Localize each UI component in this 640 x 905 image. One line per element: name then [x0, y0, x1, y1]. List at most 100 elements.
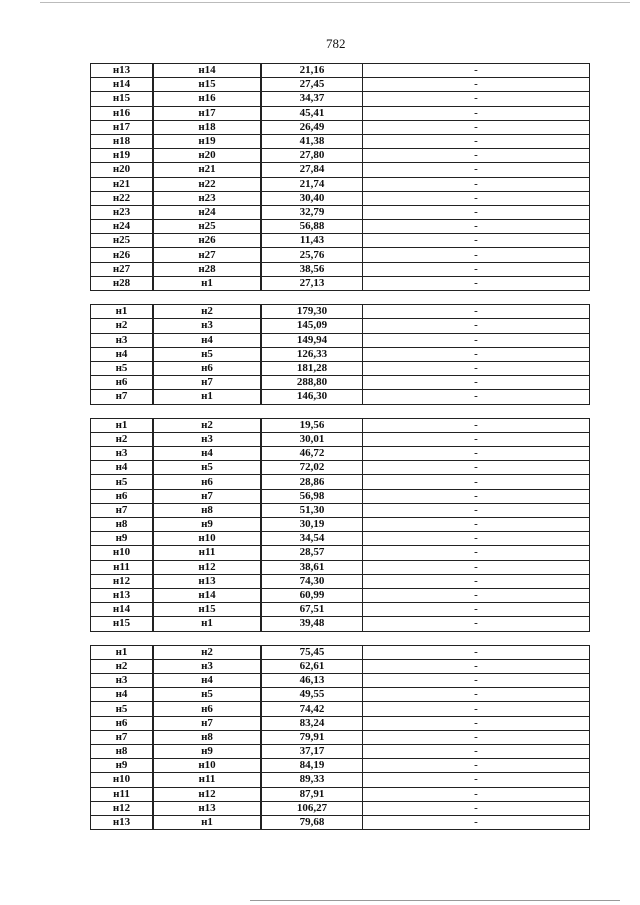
length-cell: 84,19	[260, 758, 363, 774]
length-cell: 32,79	[260, 204, 363, 221]
value-cell: -	[362, 91, 590, 107]
length-cell: 181,28	[260, 360, 363, 377]
point-to-cell: н1	[152, 814, 262, 831]
table-row: н20 н21 27,84-	[90, 162, 590, 178]
point-from-cell: н13	[90, 814, 154, 831]
value-cell: -	[362, 119, 590, 135]
value-cell: -	[362, 148, 590, 164]
length-cell: 27,80	[260, 148, 363, 164]
point-to-cell: н6	[152, 474, 262, 490]
point-from-cell: н6	[90, 488, 154, 504]
table-row: н5 н6 74,42-	[90, 701, 590, 717]
length-cell: 30,19	[260, 516, 363, 533]
value-cell: -	[362, 729, 590, 746]
value-cell: -	[362, 814, 590, 831]
point-from-cell: н14	[90, 77, 154, 93]
table-row: н7 н1 146,30-	[90, 389, 590, 405]
point-from-cell: н3	[90, 446, 154, 462]
length-cell: 67,51	[260, 602, 363, 618]
table-row: н25 н26 11,43-	[90, 233, 590, 249]
table-row: н8 н9 37,17-	[90, 743, 590, 760]
length-cell: 30,01	[260, 431, 363, 448]
point-to-cell: н14	[152, 62, 262, 79]
length-cell: 38,61	[260, 559, 363, 575]
point-from-cell: н1	[90, 417, 154, 433]
point-from-cell: н4	[90, 460, 154, 476]
point-to-cell: н4	[152, 332, 262, 348]
point-to-cell: н7	[152, 715, 262, 731]
table-row: н12 н13 74,30-	[90, 573, 590, 589]
table-row: н15 н16 34,37-	[90, 91, 590, 107]
point-from-cell: н8	[90, 516, 154, 533]
point-from-cell: н18	[90, 133, 154, 150]
point-to-cell: н15	[152, 602, 262, 618]
point-from-cell: н13	[90, 587, 154, 604]
value-cell: -	[362, 332, 590, 348]
length-cell: 72,02	[260, 460, 363, 476]
length-cell: 27,13	[260, 275, 363, 292]
point-to-cell: н25	[152, 219, 262, 235]
length-cell: 89,33	[260, 772, 363, 788]
point-to-cell: н2	[152, 417, 262, 433]
length-cell: 56,98	[260, 488, 363, 504]
point-to-cell: н1	[152, 389, 262, 405]
length-cell: 11,43	[260, 233, 363, 249]
length-cell: 19,56	[260, 417, 363, 433]
point-to-cell: н26	[152, 233, 262, 249]
length-cell: 39,48	[260, 616, 363, 632]
table-row: н12 н13 106,27-	[90, 800, 590, 816]
point-to-cell: н27	[152, 247, 262, 263]
value-cell: -	[362, 219, 590, 235]
table-row: н7 н8 51,30-	[90, 502, 590, 519]
separator-cell	[90, 403, 590, 419]
table-row: н5 н6 181,28-	[90, 360, 590, 377]
table-row: н9 н10 34,54-	[90, 531, 590, 547]
point-to-cell: н7	[152, 375, 262, 391]
table-row: н1 н2 75,45-	[90, 644, 590, 660]
point-from-cell: н2	[90, 318, 154, 334]
value-cell: -	[362, 431, 590, 448]
point-from-cell: н12	[90, 573, 154, 589]
value-cell: -	[362, 460, 590, 476]
point-to-cell: н9	[152, 743, 262, 760]
table-row: н6 н7 288,80-	[90, 375, 590, 391]
point-from-cell: н3	[90, 673, 154, 689]
point-to-cell: н1	[152, 616, 262, 632]
value-cell: -	[362, 360, 590, 377]
value-cell: -	[362, 346, 590, 362]
table-row: н5 н6 28,86-	[90, 474, 590, 490]
point-to-cell: н6	[152, 360, 262, 377]
point-to-cell: н5	[152, 687, 262, 703]
point-to-cell: н5	[152, 460, 262, 476]
separator-cell	[90, 630, 590, 646]
value-cell: -	[362, 545, 590, 561]
point-from-cell: н8	[90, 743, 154, 760]
point-from-cell: н4	[90, 687, 154, 703]
length-cell: 56,88	[260, 219, 363, 235]
length-cell: 49,55	[260, 687, 363, 703]
point-from-cell: н6	[90, 715, 154, 731]
table-row: н2 н3 145,09-	[90, 318, 590, 334]
point-from-cell: н9	[90, 531, 154, 547]
table-row: н1 н2 19,56-	[90, 417, 590, 433]
point-from-cell: н27	[90, 261, 154, 277]
table-row: н13 н14 21,16-	[90, 62, 590, 79]
table-row: н1 н2 179,30-	[90, 304, 590, 320]
point-to-cell: н5	[152, 346, 262, 362]
value-cell: -	[362, 573, 590, 589]
length-cell: 79,91	[260, 729, 363, 746]
table-row: н3 н4 149,94-	[90, 332, 590, 348]
value-cell: -	[362, 417, 590, 433]
point-to-cell: н9	[152, 516, 262, 533]
point-from-cell: н11	[90, 559, 154, 575]
value-cell: -	[362, 275, 590, 292]
value-cell: -	[362, 474, 590, 490]
point-from-cell: н16	[90, 105, 154, 121]
length-cell: 51,30	[260, 502, 363, 519]
table-row: н7 н8 79,91-	[90, 729, 590, 746]
length-cell: 45,41	[260, 105, 363, 121]
length-cell: 27,84	[260, 162, 363, 178]
point-from-cell: н2	[90, 658, 154, 675]
point-from-cell: н14	[90, 602, 154, 618]
value-cell: -	[362, 559, 590, 575]
